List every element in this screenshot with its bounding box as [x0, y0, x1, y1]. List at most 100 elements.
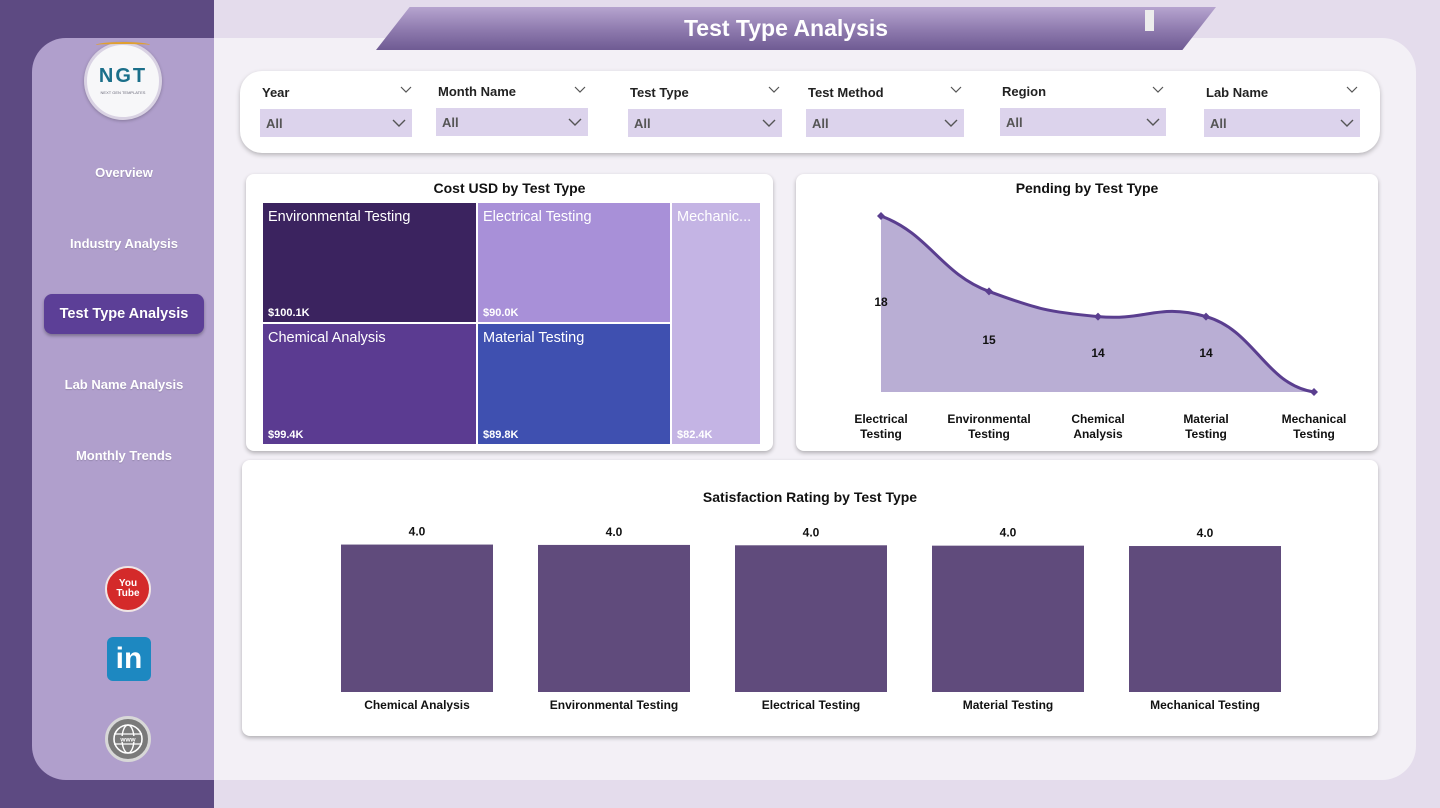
pending-x-tick-label: Testing — [1293, 427, 1335, 441]
filter-test-type-select[interactable]: All — [628, 109, 782, 137]
pending-point-electrical-testing[interactable] — [877, 212, 885, 220]
filter-lab-name-label: Lab Name — [1206, 85, 1269, 100]
satisfaction-bar-chart: 4.0 Chemical Analysis 4.0 Environmental Tes… — [341, 525, 1281, 712]
svg-text:www: www — [119, 737, 136, 744]
youtube-icon[interactable]: You Tube — [105, 566, 151, 612]
chevron-down-icon — [1146, 118, 1160, 126]
satisfaction-data-label: 4.0 — [606, 525, 623, 539]
pending-x-tick-label: Chemical — [1071, 412, 1124, 426]
satisfaction-x-tick-label: Mechanical Testing — [1150, 698, 1260, 712]
filter-test-type-label: Test Type — [630, 85, 689, 100]
filter-test-type-value: All — [634, 115, 651, 131]
chevron-down-icon — [392, 119, 406, 127]
treemap-cell-electrical-testing[interactable]: Electrical Testing $90.0K — [478, 203, 670, 322]
treemap-label: Mechanic... — [677, 209, 752, 225]
filter-year-select[interactable]: All — [260, 109, 412, 137]
chevron-down-icon — [762, 119, 776, 127]
satisfaction-data-label: 4.0 — [1197, 526, 1214, 540]
filter-region-label: Region — [1002, 84, 1047, 99]
page-title: Test Type Analysis — [683, 15, 889, 41]
filter-month-name-label: Month Name — [438, 84, 516, 99]
treemap-label: Chemical Analysis — [268, 330, 386, 346]
nav-overview[interactable]: Overview — [95, 164, 153, 180]
linkedin-icon[interactable]: in — [107, 637, 151, 681]
pending-x-tick-label: Testing — [968, 427, 1010, 441]
treemap-cell-chemical-analysis[interactable]: Chemical Analysis $99.4K — [263, 324, 476, 444]
satisfaction-chart-panel: Satisfaction Rating by Test Type 4.0 Chem… — [242, 460, 1378, 736]
chevron-down-icon[interactable] — [768, 83, 780, 95]
treemap-label: Environmental Testing — [268, 209, 411, 225]
treemap-value: $89.8K — [483, 429, 519, 441]
cost-treemap-title: Cost USD by Test Type — [433, 180, 586, 196]
satisfaction-x-tick-label: Environmental Testing — [550, 698, 678, 712]
pending-point-mechanical-testing[interactable] — [1310, 388, 1318, 396]
satisfaction-bar-electrical-testing[interactable] — [735, 545, 887, 692]
satisfaction-data-label: 4.0 — [803, 525, 820, 539]
pending-x-tick-label: Environmental — [947, 412, 1030, 426]
chevron-down-icon[interactable] — [950, 83, 962, 95]
satisfaction-bar-chemical-analysis[interactable] — [341, 544, 493, 692]
pending-x-tick-label: Testing — [1185, 427, 1227, 441]
pending-data-label: 15 — [982, 333, 996, 347]
globe-icon: www — [113, 724, 143, 754]
satisfaction-x-tick-label: Electrical Testing — [762, 698, 860, 712]
pending-x-tick-label: Testing — [860, 427, 902, 441]
pending-area-chart: 18ElectricalTesting15EnvironmentalTestin… — [854, 212, 1347, 441]
pending-x-tick-label: Mechanical — [1282, 412, 1347, 426]
pending-data-label: 14 — [1199, 346, 1213, 360]
pending-x-tick-label: Electrical — [854, 412, 907, 426]
logo-subtext: NEXT GEN TEMPLATES — [100, 89, 146, 95]
satisfaction-chart-title: Satisfaction Rating by Test Type — [702, 489, 918, 505]
nav-lab-name-analysis[interactable]: Lab Name Analysis — [64, 376, 184, 392]
treemap-cell-material-testing[interactable]: Material Testing $89.8K — [478, 324, 670, 444]
filter-year-label: Year — [262, 85, 290, 100]
chevron-down-icon — [944, 119, 958, 127]
filter-bar: Year All Month Name All Test Type All Te… — [240, 71, 1380, 153]
satisfaction-data-label: 4.0 — [409, 525, 426, 539]
filter-region-select[interactable]: All — [1000, 108, 1166, 136]
title-cursor-mark — [1145, 10, 1154, 31]
treemap-value: $82.4K — [677, 429, 713, 441]
ngt-logo: NGT NEXT GEN TEMPLATES — [84, 41, 162, 120]
filter-year-value: All — [266, 115, 283, 131]
nav-industry-analysis[interactable]: Industry Analysis — [70, 235, 178, 251]
logo-swoosh-icon — [96, 41, 150, 48]
filter-lab-name-select[interactable]: All — [1204, 109, 1360, 137]
filter-lab-name-value: All — [1210, 115, 1227, 131]
logo-text: NGT — [98, 64, 148, 87]
pending-x-tick-label: Material — [1183, 412, 1228, 426]
pending-point-material-testing[interactable] — [1202, 312, 1210, 321]
nav-monthly-trends[interactable]: Monthly Trends — [75, 447, 173, 463]
treemap-cell-mechanical-testing[interactable]: Mechanic... $82.4K — [672, 203, 760, 444]
treemap-value: $100.1K — [268, 307, 310, 319]
treemap-value: $99.4K — [268, 429, 304, 441]
pending-point-environmental-testing[interactable] — [985, 287, 993, 296]
filter-month-name-select[interactable]: All — [436, 108, 588, 136]
pending-data-label: 14 — [1091, 346, 1105, 360]
pending-point-chemical-analysis[interactable] — [1094, 312, 1102, 321]
cost-treemap-panel: Cost USD by Test Type Environmental Test… — [246, 174, 773, 451]
chevron-down-icon — [1340, 119, 1354, 127]
linkedin-label: in — [115, 642, 143, 675]
chevron-down-icon[interactable] — [1152, 83, 1164, 95]
chevron-down-icon[interactable] — [1346, 83, 1358, 95]
satisfaction-bar-material-testing[interactable] — [932, 545, 1084, 692]
treemap-value: $90.0K — [483, 307, 519, 319]
treemap-cell-environmental-testing[interactable]: Environmental Testing $100.1K — [263, 203, 476, 322]
nav-test-type-analysis[interactable]: Test Type Analysis — [44, 294, 204, 334]
treemap-label: Material Testing — [483, 330, 585, 346]
pending-x-tick-label: Analysis — [1073, 427, 1123, 441]
chevron-down-icon[interactable] — [400, 83, 412, 95]
satisfaction-bar-environmental-testing[interactable] — [538, 544, 690, 692]
filter-test-method-value: All — [812, 115, 829, 131]
satisfaction-x-tick-label: Chemical Analysis — [364, 698, 470, 712]
chevron-down-icon[interactable] — [574, 83, 586, 95]
youtube-label: You Tube — [116, 578, 140, 599]
website-globe-icon[interactable]: www — [105, 716, 151, 762]
filter-month-name-value: All — [442, 114, 459, 130]
satisfaction-bar-mechanical-testing[interactable] — [1129, 546, 1281, 692]
filter-test-method-select[interactable]: All — [806, 109, 964, 137]
filter-region-value: All — [1006, 114, 1023, 130]
satisfaction-data-label: 4.0 — [1000, 526, 1017, 540]
pending-data-label: 18 — [874, 295, 888, 309]
